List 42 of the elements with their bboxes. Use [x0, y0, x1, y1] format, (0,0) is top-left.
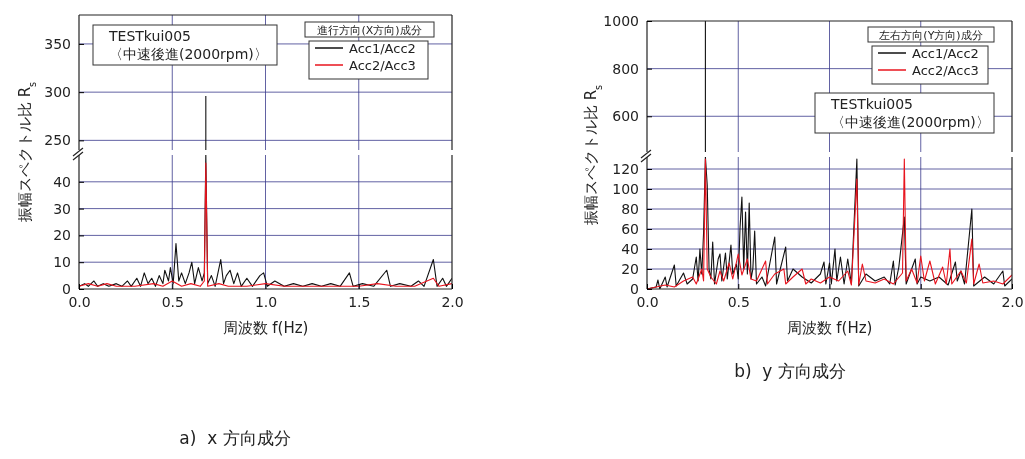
y-tick-label: 800: [612, 60, 639, 77]
legend-label: Acc2/Acc3: [349, 58, 416, 73]
text: b) y 方向成分: [734, 361, 846, 381]
text: a) x 方向成分: [179, 428, 291, 448]
y-tick-label: 20: [53, 227, 71, 244]
y-tick-label: 10: [53, 254, 71, 271]
x-tick-label: 1.5: [348, 293, 371, 310]
x-tick-label: 1.5: [910, 293, 933, 310]
x-tick-label: 0.5: [161, 293, 184, 310]
y-tick-label: 0: [630, 280, 639, 297]
y-tick-label: 100: [612, 180, 639, 197]
annotation: TESTkui005: [830, 96, 913, 112]
annotation: TESTkui005: [108, 28, 191, 44]
y-tick-label: 40: [621, 240, 639, 257]
y-tick-label: 40: [53, 173, 71, 190]
legend-label: Acc1/Acc2: [912, 46, 979, 61]
y-tick-label: 20: [621, 260, 639, 277]
x-tick-label: 0.0: [636, 293, 659, 310]
y-tick-label: 0: [62, 280, 71, 297]
legend-title: 左右方向(Y方向)成分: [879, 29, 983, 42]
x-tick-label: 0.0: [68, 293, 91, 310]
y-tick-label: 60: [621, 220, 639, 237]
y-tick-label: 250: [44, 132, 71, 149]
x-tick-label: 1.0: [818, 293, 842, 310]
x-axis-title: 周波数 f(Hz): [786, 319, 873, 337]
x-tick-label: 2.0: [1001, 293, 1024, 310]
legend-label: Acc2/Acc3: [912, 63, 979, 78]
y-tick-label: 30: [53, 200, 71, 217]
y-tick-label: 300: [44, 84, 71, 101]
x-axis-title: 周波数 f(Hz): [222, 319, 309, 337]
y-tick-label: 600: [612, 108, 639, 125]
x-tick-label: 2.0: [441, 293, 464, 310]
x-tick-label: 0.5: [727, 293, 750, 310]
legend-title: 進行方向(X方向)成分: [317, 24, 422, 37]
y-tick-label: 80: [621, 200, 639, 217]
y-tick-label: 120: [612, 160, 639, 177]
y-tick-label: 350: [44, 35, 71, 52]
legend-label: Acc1/Acc2: [349, 41, 416, 56]
annotation: 〈中速後進(2000rpm)〉: [831, 114, 990, 130]
annotation: 〈中速後進(2000rpm)〉: [109, 46, 268, 62]
x-tick-label: 1.0: [254, 293, 278, 310]
y-tick-label: 1000: [603, 12, 639, 29]
